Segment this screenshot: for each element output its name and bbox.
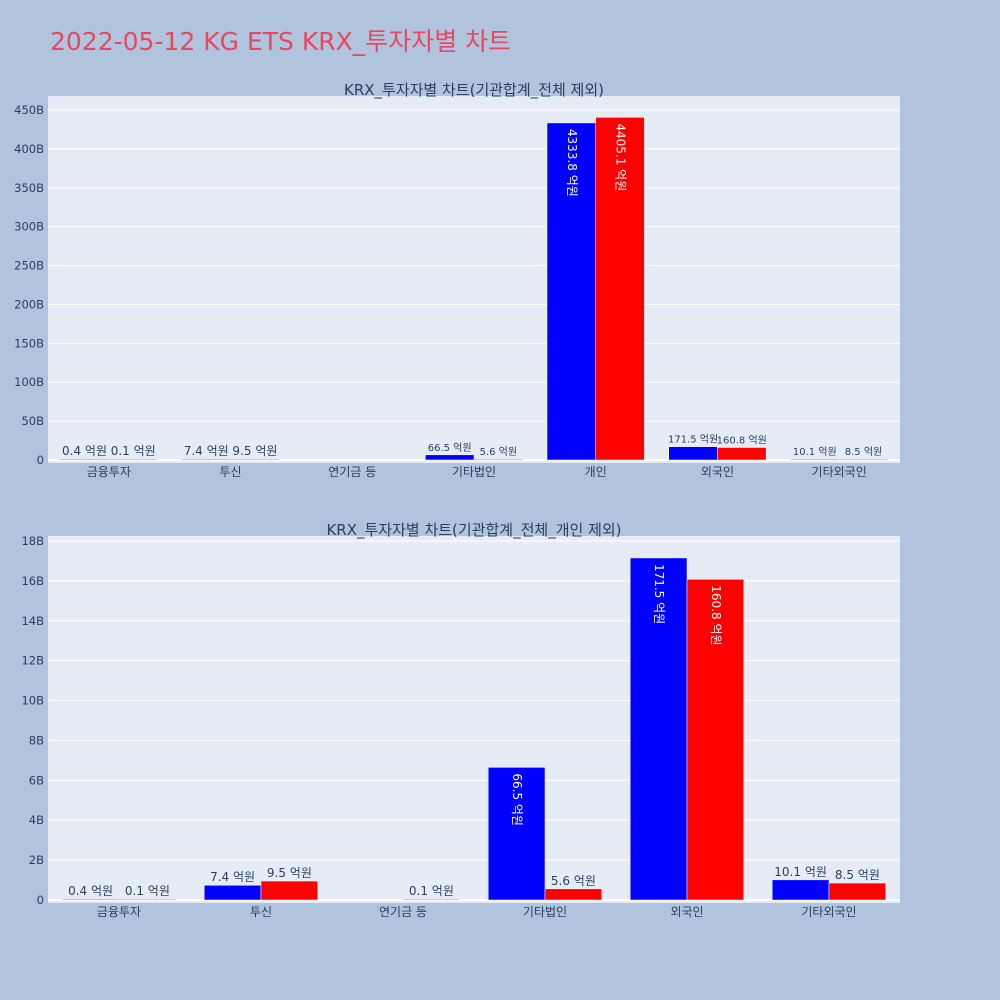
bar bbox=[771, 879, 830, 901]
bar bbox=[118, 898, 177, 901]
data-label: 160.8 억원 bbox=[709, 585, 723, 645]
bar bbox=[717, 447, 767, 461]
y-tick-label: 150B bbox=[14, 336, 44, 350]
y-tick-label: 0 bbox=[37, 893, 44, 907]
data-label: 0.4 억원 bbox=[68, 884, 113, 898]
y-tick-label: 4B bbox=[29, 813, 44, 827]
chart-subtitle: KRX_투자자별 차트(기관합계_전체_개인 제외) bbox=[326, 521, 621, 540]
x-category-label: 연기금 등 bbox=[328, 465, 376, 479]
y-tick-label: 350B bbox=[14, 181, 44, 195]
bar bbox=[595, 117, 645, 461]
bar bbox=[230, 458, 280, 461]
bar bbox=[425, 454, 475, 461]
data-label: 9.5 억원 bbox=[232, 444, 277, 458]
bar bbox=[61, 898, 120, 901]
y-tick-label: 12B bbox=[21, 654, 44, 668]
y-tick-label: 100B bbox=[14, 375, 44, 389]
x-category-label: 개인 bbox=[585, 465, 607, 479]
x-category-label: 기타법인 bbox=[452, 465, 496, 479]
data-label: 7.4 억원 bbox=[210, 870, 255, 884]
y-tick-label: 200B bbox=[14, 297, 44, 311]
y-tick-label: 6B bbox=[29, 773, 44, 787]
y-tick-label: 2B bbox=[29, 853, 44, 867]
y-tick-label: 18B bbox=[21, 534, 44, 548]
data-label: 9.5 억원 bbox=[267, 866, 312, 880]
data-label: 10.1 억원 bbox=[793, 446, 837, 458]
data-label: 0.4 억원 bbox=[62, 444, 107, 458]
data-label: 4333.8 억원 bbox=[565, 129, 579, 197]
x-category-label: 외국인 bbox=[670, 905, 703, 919]
data-label: 7.4 억원 bbox=[184, 444, 229, 458]
data-label: 160.8 억원 bbox=[717, 434, 767, 446]
bar bbox=[181, 458, 231, 461]
data-label: 0.1 억원 bbox=[125, 884, 170, 898]
data-label: 171.5 억원 bbox=[668, 434, 718, 446]
x-category-label: 투신 bbox=[250, 905, 272, 919]
x-category-label: 투신 bbox=[220, 465, 242, 479]
data-label: 5.6 억원 bbox=[551, 874, 596, 888]
bar bbox=[487, 767, 546, 901]
y-tick-label: 250B bbox=[14, 259, 44, 273]
bar bbox=[108, 458, 158, 461]
data-label: 171.5 억원 bbox=[652, 564, 666, 624]
data-label: 0.1 억원 bbox=[111, 444, 156, 458]
chart-subtitle: KRX_투자자별 차트(기관합계_전체 제외) bbox=[344, 81, 604, 100]
x-category-label: 기타법인 bbox=[523, 905, 567, 919]
data-label: 5.6 억원 bbox=[480, 446, 517, 458]
data-label: 0.1 억원 bbox=[409, 884, 454, 898]
bar bbox=[828, 882, 887, 901]
x-category-label: 금융투자 bbox=[87, 465, 131, 479]
y-tick-label: 16B bbox=[21, 574, 44, 588]
y-tick-label: 8B bbox=[29, 733, 44, 747]
y-tick-label: 300B bbox=[14, 220, 44, 234]
bar bbox=[203, 884, 262, 901]
data-label: 8.5 억원 bbox=[835, 868, 880, 882]
plot-background bbox=[48, 96, 900, 463]
x-category-label: 기타외국인 bbox=[801, 905, 856, 919]
x-category-label: 금융투자 bbox=[97, 905, 141, 919]
data-label: 10.1 억원 bbox=[774, 865, 827, 879]
bar bbox=[473, 458, 523, 461]
bar bbox=[790, 458, 840, 461]
data-label: 66.5 억원 bbox=[510, 773, 524, 826]
bar bbox=[629, 557, 688, 901]
chart-2: 0 2B 4B 6B 8B 10B 12B 14B 16B 18B KRX_투자자별 차트(기관합계… bbox=[21, 521, 900, 919]
bar bbox=[546, 122, 596, 461]
bar bbox=[59, 458, 110, 461]
x-category-label: 외국인 bbox=[701, 465, 734, 479]
y-tick-label: 14B bbox=[21, 614, 44, 628]
bar bbox=[402, 898, 461, 901]
chart-1: 0 50B 100B 150B 200B 250B 300B 350B 400B 450B KRX_… bbox=[14, 81, 900, 479]
y-tick-label: 50B bbox=[21, 414, 44, 428]
data-label: 8.5 억원 bbox=[845, 446, 882, 458]
bar bbox=[838, 458, 889, 461]
y-tick-label: 450B bbox=[14, 103, 44, 117]
plot-background bbox=[48, 536, 900, 903]
bar bbox=[544, 888, 603, 901]
x-category-label: 기타외국인 bbox=[812, 465, 867, 479]
y-tick-label: 10B bbox=[21, 694, 44, 708]
data-label: 66.5 억원 bbox=[428, 442, 472, 454]
page-title: 2022-05-12 KG ETS KRX_투자자별 차트 bbox=[50, 27, 512, 56]
y-tick-label: 400B bbox=[14, 142, 44, 156]
x-category-label: 연기금 등 bbox=[379, 905, 427, 919]
bar bbox=[686, 579, 745, 901]
bar bbox=[260, 880, 319, 901]
data-label: 4405.1 억원 bbox=[614, 123, 628, 191]
y-tick-label: 0 bbox=[37, 453, 44, 467]
bar bbox=[668, 446, 718, 461]
